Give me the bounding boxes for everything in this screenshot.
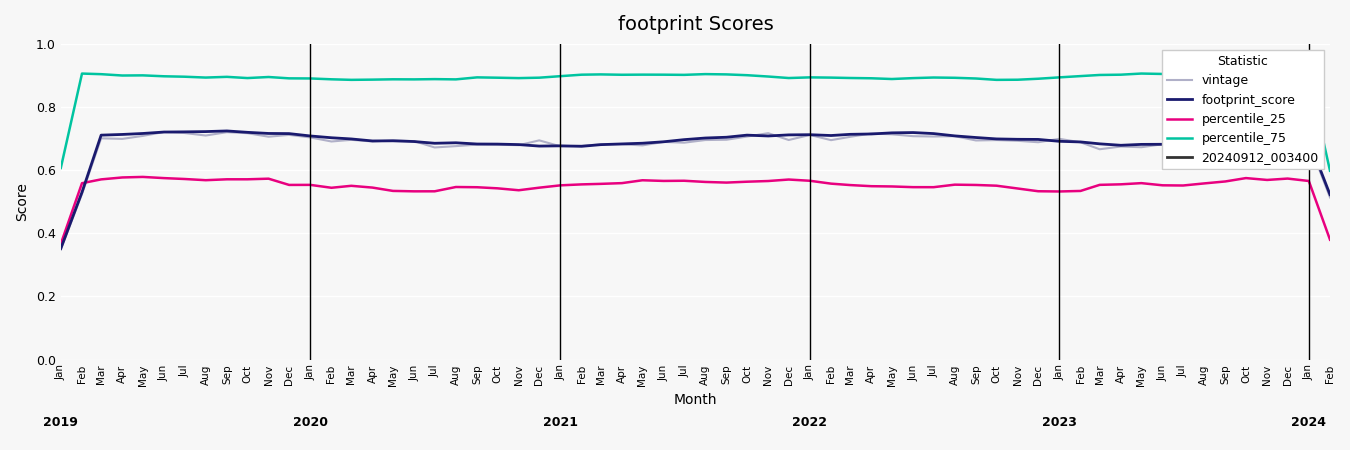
X-axis label: Month: Month — [674, 393, 717, 407]
Title: footprint Scores: footprint Scores — [617, 15, 774, 34]
Line: vintage: vintage — [61, 132, 1330, 249]
Line: percentile_75: percentile_75 — [61, 72, 1330, 171]
Y-axis label: Score: Score — [15, 182, 28, 221]
Text: 2022: 2022 — [792, 416, 828, 429]
Text: 2019: 2019 — [43, 416, 78, 429]
Text: 2024: 2024 — [1292, 416, 1326, 429]
Line: footprint_score: footprint_score — [61, 131, 1330, 248]
Text: 2021: 2021 — [543, 416, 578, 429]
Line: percentile_25: percentile_25 — [61, 177, 1330, 244]
Legend: vintage, footprint_score, percentile_25, percentile_75, 20240912_003400: vintage, footprint_score, percentile_25,… — [1161, 50, 1324, 169]
Text: 2020: 2020 — [293, 416, 328, 429]
Text: 2023: 2023 — [1042, 416, 1077, 429]
